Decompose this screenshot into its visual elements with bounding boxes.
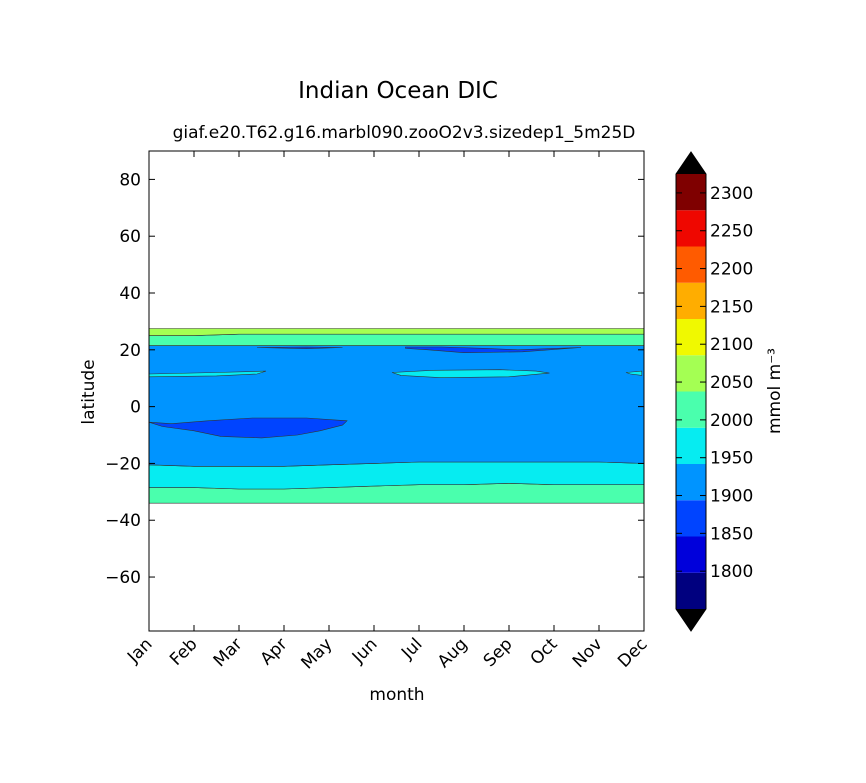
colorbar-band [676,355,706,392]
colorbar-extend-top [676,152,706,174]
band-1900-1925 [148,345,645,467]
colorbar-extend-bottom [676,609,706,631]
x-tick-label: May [298,634,337,673]
x-tick-label: Sep [480,634,517,671]
y-tick-label: −40 [105,511,141,531]
y-tick-label: −20 [105,454,141,474]
y-tick-label: 80 [119,170,141,190]
plot-area [148,328,645,504]
colorbar-band [676,174,706,211]
high-dic-patch-2 [391,369,550,379]
y-tick-label: 20 [119,341,141,361]
colorbar-band [676,210,706,247]
colorbar-band [676,391,706,428]
high-dic-patch-3 [625,370,643,376]
y-tick-label: 0 [130,398,141,418]
x-tick-label: Dec [614,634,651,671]
low-dic-patch-south [148,417,348,439]
colorbar-tick-label: 2200 [710,260,753,280]
colorbar-band [676,282,706,319]
x-tick-label: Jan [123,634,156,667]
x-tick-label: Aug [434,634,472,672]
colorbar-band [676,572,706,609]
colorbar-band [676,319,706,356]
x-tick-label: Mar [210,634,247,671]
chart-title: Indian Ocean DIC [298,78,498,104]
x-tick-label: Apr [257,634,292,669]
x-tick-label: Feb [166,634,201,669]
low-dic-patch-small [256,346,343,350]
colorbar-tick-label: 1800 [710,562,753,582]
y-tick-label: −60 [105,568,141,588]
colorbar-tick-label: 2150 [710,297,753,317]
colorbar-tick-label: 1950 [710,449,753,469]
y-axis-label: latitude [79,359,99,424]
colorbar-label: mmol m⁻³ [765,348,785,434]
chart-subtitle: giaf.e20.T62.g16.marbl090.zooO2v3.sizede… [173,123,636,143]
plot-frame [148,150,645,632]
x-tick-label: Nov [569,634,607,672]
colorbar-outline [675,151,707,632]
colorbar-band [676,246,706,283]
colorbar-band [676,500,706,537]
colorbar-band [676,427,706,464]
y-tick-label: 40 [119,284,141,304]
colorbar-band [676,464,706,501]
x-axis-label: month [369,685,424,705]
x-tick-label: Jul [397,634,426,663]
colorbar-band [676,536,706,573]
colorbar-tick-label: 2100 [710,335,753,355]
colorbar-tick-label: 1850 [710,524,753,544]
y-axis: 80 60 40 20 0 −20 −40 −60 [105,170,644,588]
colorbar-tick-label: 2000 [710,411,753,431]
low-dic-patch-north [405,346,582,354]
band-2025-2050-north [148,333,645,346]
colorbar: 2300 2250 2200 2150 2100 2050 2000 1950 1900 1850… [675,151,753,632]
y-tick-label: 60 [119,227,141,247]
x-tick-label: Jun [348,634,382,668]
x-tick-label: Oct [527,634,562,669]
colorbar-tick-label: 2300 [710,184,753,204]
colorbar-tick-label: 1900 [710,487,753,507]
colorbar-tick-label: 2050 [710,373,753,393]
colorbar-tick-label: 2250 [710,222,753,242]
